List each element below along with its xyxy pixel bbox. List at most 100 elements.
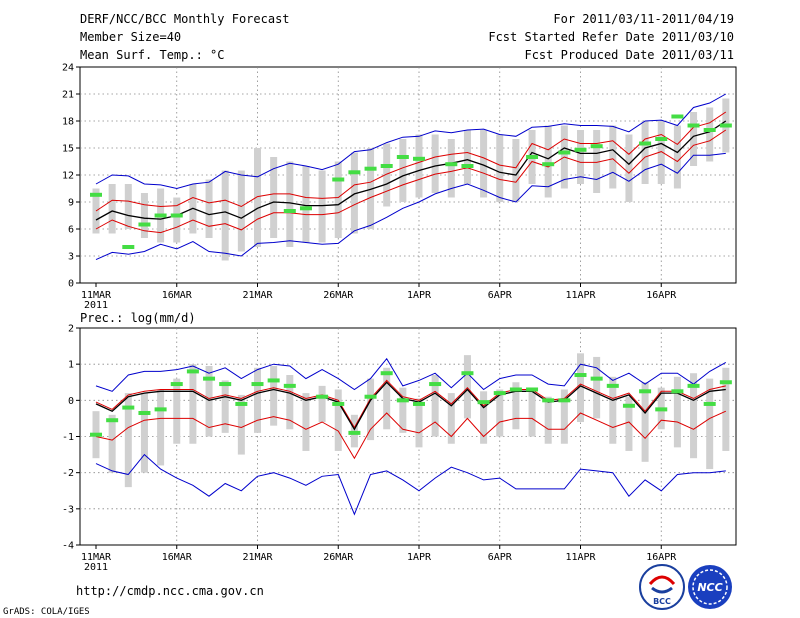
temp-spread-box bbox=[221, 170, 229, 261]
temp-observed-mark bbox=[138, 222, 151, 227]
prec-spread-box bbox=[108, 414, 116, 473]
prec-spread-box bbox=[480, 391, 488, 444]
prec-ytick-label: 2 bbox=[68, 324, 74, 335]
temp-spread-box bbox=[350, 152, 358, 234]
bcc-logo-text: BCC bbox=[653, 597, 671, 606]
temp-ytick-label: 12 bbox=[62, 171, 74, 182]
prec-observed-mark bbox=[509, 387, 522, 392]
prec-observed-mark bbox=[590, 376, 603, 381]
prec-ytick-label: -4 bbox=[62, 541, 74, 552]
prec-series-lower bbox=[95, 410, 727, 460]
temp-observed-mark bbox=[413, 156, 425, 161]
prec-xtick-label: 16MAR bbox=[162, 552, 193, 563]
prec-observed-mark bbox=[235, 401, 248, 406]
temp-xtick-label: 16MAR bbox=[162, 290, 193, 301]
prec-spread-box bbox=[560, 389, 568, 444]
temp-spread-box bbox=[544, 125, 552, 198]
prec-observed-mark bbox=[186, 369, 199, 374]
temp-observed-mark bbox=[348, 170, 361, 175]
prec-observed-mark bbox=[154, 407, 167, 412]
temp-spread-box bbox=[593, 130, 601, 193]
temp-observed-mark bbox=[396, 155, 409, 159]
temp-observed-mark bbox=[122, 245, 135, 249]
prec-xtick-label: 16APR bbox=[646, 552, 677, 563]
prec-series-max bbox=[95, 357, 727, 392]
prec-observed-mark bbox=[413, 401, 425, 406]
prec-observed-mark bbox=[203, 376, 216, 381]
prec-spread-box bbox=[140, 393, 148, 473]
prec-observed-mark bbox=[461, 371, 474, 376]
prec-ytick-label: -2 bbox=[62, 468, 74, 479]
temp-spread-box bbox=[254, 148, 261, 247]
prec-xtick-label: 11APR bbox=[565, 552, 596, 563]
temp-observed-mark bbox=[380, 164, 393, 168]
temp-observed-mark bbox=[364, 166, 377, 171]
prec-xtick-label: 11MAR bbox=[81, 552, 112, 563]
prec-xtick-label: 26MAR bbox=[323, 552, 354, 563]
prec-observed-mark bbox=[477, 400, 490, 405]
prec-observed-mark bbox=[703, 401, 716, 406]
temp-spread-box bbox=[367, 148, 375, 229]
temp-xtick-label: 16APR bbox=[646, 290, 677, 301]
prec-spread-box bbox=[431, 375, 439, 437]
prec-spread-box bbox=[237, 394, 245, 455]
prec-spread-box bbox=[157, 389, 165, 466]
prec-observed-mark bbox=[639, 389, 652, 394]
website-url[interactable]: http://cmdp.ncc.cma.gov.cn bbox=[76, 584, 264, 598]
temp-spread-box bbox=[512, 139, 520, 202]
prec-observed-mark bbox=[396, 398, 409, 403]
temp-series-upper bbox=[95, 111, 727, 212]
temp-observed-mark bbox=[542, 162, 555, 167]
temp-observed-mark bbox=[558, 150, 571, 155]
prec-observed-mark bbox=[493, 391, 506, 396]
temp-spread-box bbox=[480, 130, 488, 198]
temp-spread-box bbox=[673, 125, 681, 189]
prec-observed-mark bbox=[380, 371, 393, 376]
temp-spread-box bbox=[173, 197, 181, 243]
ncc-logo-text: NCC bbox=[697, 581, 722, 594]
temp-observed-mark bbox=[655, 137, 668, 141]
temp-spread-box bbox=[641, 121, 649, 184]
temp-spread-box bbox=[447, 139, 455, 198]
prec-spread-box bbox=[593, 356, 601, 419]
prec-spread-box bbox=[496, 389, 504, 437]
temp-xtick-label: 11APR bbox=[565, 290, 596, 301]
prec-xtick-label: 1APR bbox=[407, 552, 432, 563]
prec-observed-mark bbox=[267, 378, 280, 383]
temp-year-label: 2011 bbox=[84, 300, 108, 311]
temp-spread-box bbox=[237, 170, 245, 252]
prec-observed-mark bbox=[542, 398, 555, 403]
temp-spread-box bbox=[399, 139, 407, 202]
temp-observed-mark bbox=[574, 147, 587, 152]
prec-observed-mark bbox=[671, 389, 684, 394]
prec-spread-box bbox=[544, 396, 552, 444]
temp-ytick-label: 6 bbox=[68, 225, 74, 236]
forecast-produced-label: Fcst Produced Date 2011/03/11 bbox=[524, 48, 734, 62]
temp-ytick-label: 18 bbox=[62, 117, 74, 128]
temp-spread-box bbox=[270, 157, 278, 238]
prec-spread-box bbox=[286, 375, 294, 430]
temp-spread-box bbox=[625, 134, 633, 202]
prec-spread-box bbox=[399, 387, 407, 433]
prec-spread-box bbox=[673, 376, 681, 448]
prec-spread-box bbox=[577, 353, 584, 423]
temp-spread-box bbox=[706, 107, 714, 162]
prec-year-label: 2011 bbox=[84, 562, 108, 573]
prec-xtick-label: 21MAR bbox=[242, 552, 273, 563]
prec-observed-mark bbox=[332, 401, 345, 406]
forecast-started-label: Fcst Started Refer Date 2011/03/10 bbox=[488, 30, 734, 44]
temp-series-max bbox=[95, 93, 727, 190]
prec-spread-box bbox=[641, 382, 649, 462]
prec-observed-mark bbox=[364, 394, 377, 399]
prec-series-min bbox=[95, 453, 726, 516]
prec-ytick-label: 1 bbox=[68, 360, 74, 371]
grads-credit: GrADS: COLA/IGES bbox=[3, 607, 90, 617]
temp-observed-mark bbox=[590, 144, 603, 149]
prec-observed-mark bbox=[719, 380, 732, 385]
prec-spread-box bbox=[706, 378, 714, 470]
temp-series-ensemble-mean bbox=[95, 120, 727, 221]
figure-title: DERF/NCC/BCC Monthly Forecast bbox=[80, 12, 290, 26]
prec-spread-box bbox=[383, 367, 391, 430]
bcc-logo: BCC bbox=[639, 564, 685, 610]
